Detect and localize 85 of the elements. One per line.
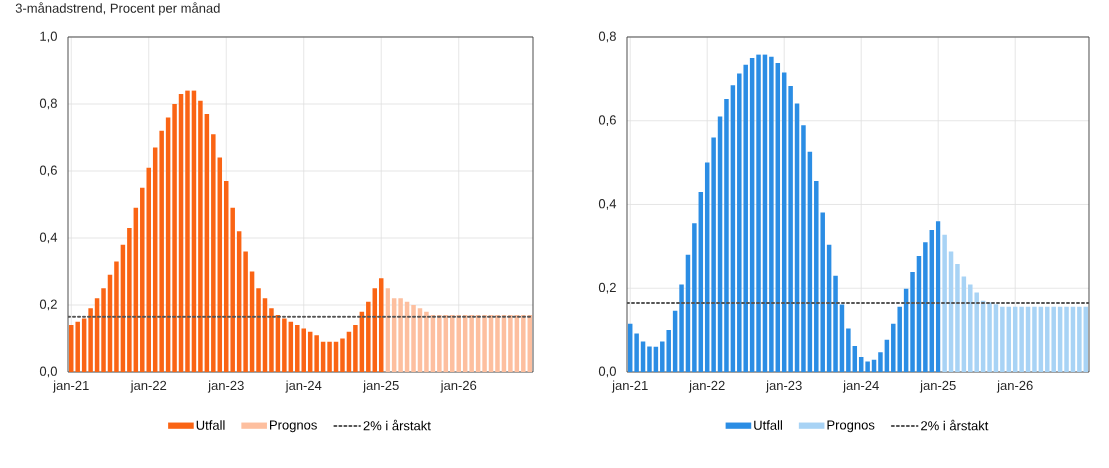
bar: [327, 341, 332, 372]
x-tick-label: jan-26: [440, 380, 477, 393]
legend-label: Utfall: [754, 420, 782, 430]
bar: [679, 284, 684, 372]
legend-label: Prognos: [827, 420, 875, 433]
bar: [243, 251, 248, 372]
x-tick-label: jan-26: [996, 380, 1033, 393]
bar: [910, 271, 915, 372]
bar: [88, 308, 93, 372]
bar: [353, 325, 358, 372]
bar: [1077, 306, 1082, 372]
y-tick-label: 0,6: [39, 165, 57, 177]
bar: [521, 315, 526, 372]
x-tick-label: jan-24: [285, 380, 322, 393]
bar: [469, 315, 474, 372]
bar: [647, 346, 652, 372]
bar: [724, 98, 729, 372]
bar: [508, 315, 513, 372]
bar: [437, 315, 442, 372]
x-tick-label: jan-24: [842, 380, 879, 393]
y-tick-label: 0,8: [598, 31, 616, 43]
bar: [114, 261, 119, 372]
bar: [1000, 306, 1005, 372]
y-tick-label: 0,2: [598, 282, 616, 294]
bar: [366, 301, 371, 372]
bar: [159, 130, 164, 372]
y-tick-label: 0,2: [39, 299, 57, 311]
x-tick-label: jan-25: [362, 380, 399, 393]
bar: [634, 333, 639, 372]
bar: [1032, 306, 1037, 372]
legend-label: 2% i årstakt: [363, 419, 431, 431]
bar: [865, 361, 870, 372]
bar: [923, 242, 928, 372]
bar: [692, 223, 697, 372]
bar: [211, 134, 216, 372]
bar: [230, 207, 235, 372]
bar: [314, 335, 319, 372]
bar: [101, 288, 106, 372]
bar: [1019, 306, 1024, 372]
bar: [482, 315, 487, 372]
bar: [127, 227, 132, 372]
bar: [411, 304, 416, 372]
legend-label: Utfall: [196, 420, 225, 430]
bar: [185, 90, 190, 372]
bar: [198, 100, 203, 372]
bar: [769, 56, 774, 372]
legend-label: Prognos: [270, 420, 317, 433]
x-tick-label: jan-21: [611, 380, 648, 393]
y-tick-label: 0,4: [39, 232, 58, 244]
bar: [75, 321, 80, 372]
bar: [711, 137, 716, 372]
bar: [495, 315, 500, 372]
bar: [424, 311, 429, 372]
bar: [269, 308, 274, 372]
x-tick-label: jan-22: [688, 380, 725, 393]
bar: [1064, 306, 1069, 372]
x-tick-label: jan-21: [52, 380, 89, 393]
bar: [942, 234, 947, 372]
bar: [756, 54, 761, 372]
y-tick-label: 0,4: [598, 199, 617, 210]
chart-title: 3-månadstrend, Procent per månad: [15, 2, 220, 16]
y-tick-label: 0,0: [598, 366, 616, 378]
x-tick-label: jan-23: [207, 380, 244, 393]
bar: [801, 125, 806, 372]
bar: [256, 288, 261, 372]
x-tick-label: jan-22: [130, 380, 167, 393]
bar: [340, 338, 345, 372]
x-tick-label: jan-25: [919, 380, 956, 393]
bar: [398, 298, 403, 372]
legend-label: 2% i årstakt: [921, 419, 989, 431]
bar: [846, 328, 851, 372]
bar: [788, 85, 793, 372]
bar: [172, 103, 177, 372]
bar: [81, 318, 87, 372]
y-tick-label: 0,0: [39, 366, 57, 378]
y-tick-label: 1,0: [40, 31, 57, 43]
bar: [640, 341, 646, 372]
y-tick-label: 0,6: [598, 115, 616, 127]
bar: [955, 263, 960, 372]
bar: [878, 352, 883, 372]
y-tick-label: 0,8: [39, 98, 57, 110]
bar: [833, 275, 838, 372]
bar: [987, 302, 992, 372]
bar: [282, 318, 287, 372]
x-tick-label: jan-23: [765, 380, 802, 393]
